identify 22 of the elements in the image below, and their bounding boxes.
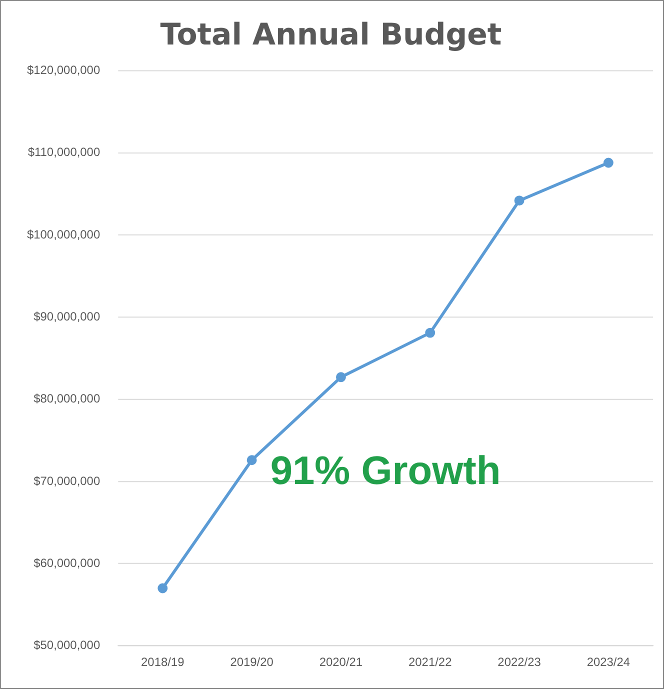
y-tick-label: $70,000,000	[34, 474, 100, 488]
x-tick-label: 2018/19	[141, 655, 185, 670]
x-tick-label: 2023/24	[586, 655, 630, 670]
y-tick-label: $120,000,000	[26, 63, 100, 78]
point	[336, 372, 346, 382]
point	[603, 158, 614, 168]
y-tick-label: $100,000,000	[26, 227, 100, 242]
point	[246, 455, 257, 466]
x-tick-label: 2022/23	[498, 655, 542, 670]
point	[425, 328, 436, 338]
point	[158, 583, 168, 594]
point	[514, 196, 524, 206]
chart-title: Total Annual Budget	[160, 18, 502, 53]
x-tick-label: 2019/20	[230, 655, 274, 670]
y-tick-label: $80,000,000	[34, 392, 100, 406]
y-tick-label: $50,000,000	[34, 638, 100, 652]
y-tick-label: $90,000,000	[34, 309, 100, 324]
annotation: 91% Growth	[270, 449, 501, 494]
y-tick-label: $60,000,000	[34, 556, 100, 570]
y-tick-label: $110,000,000	[28, 145, 100, 160]
x-tick-label: 2020/21	[319, 655, 363, 670]
x-tick-label: 2021/22	[408, 655, 452, 670]
